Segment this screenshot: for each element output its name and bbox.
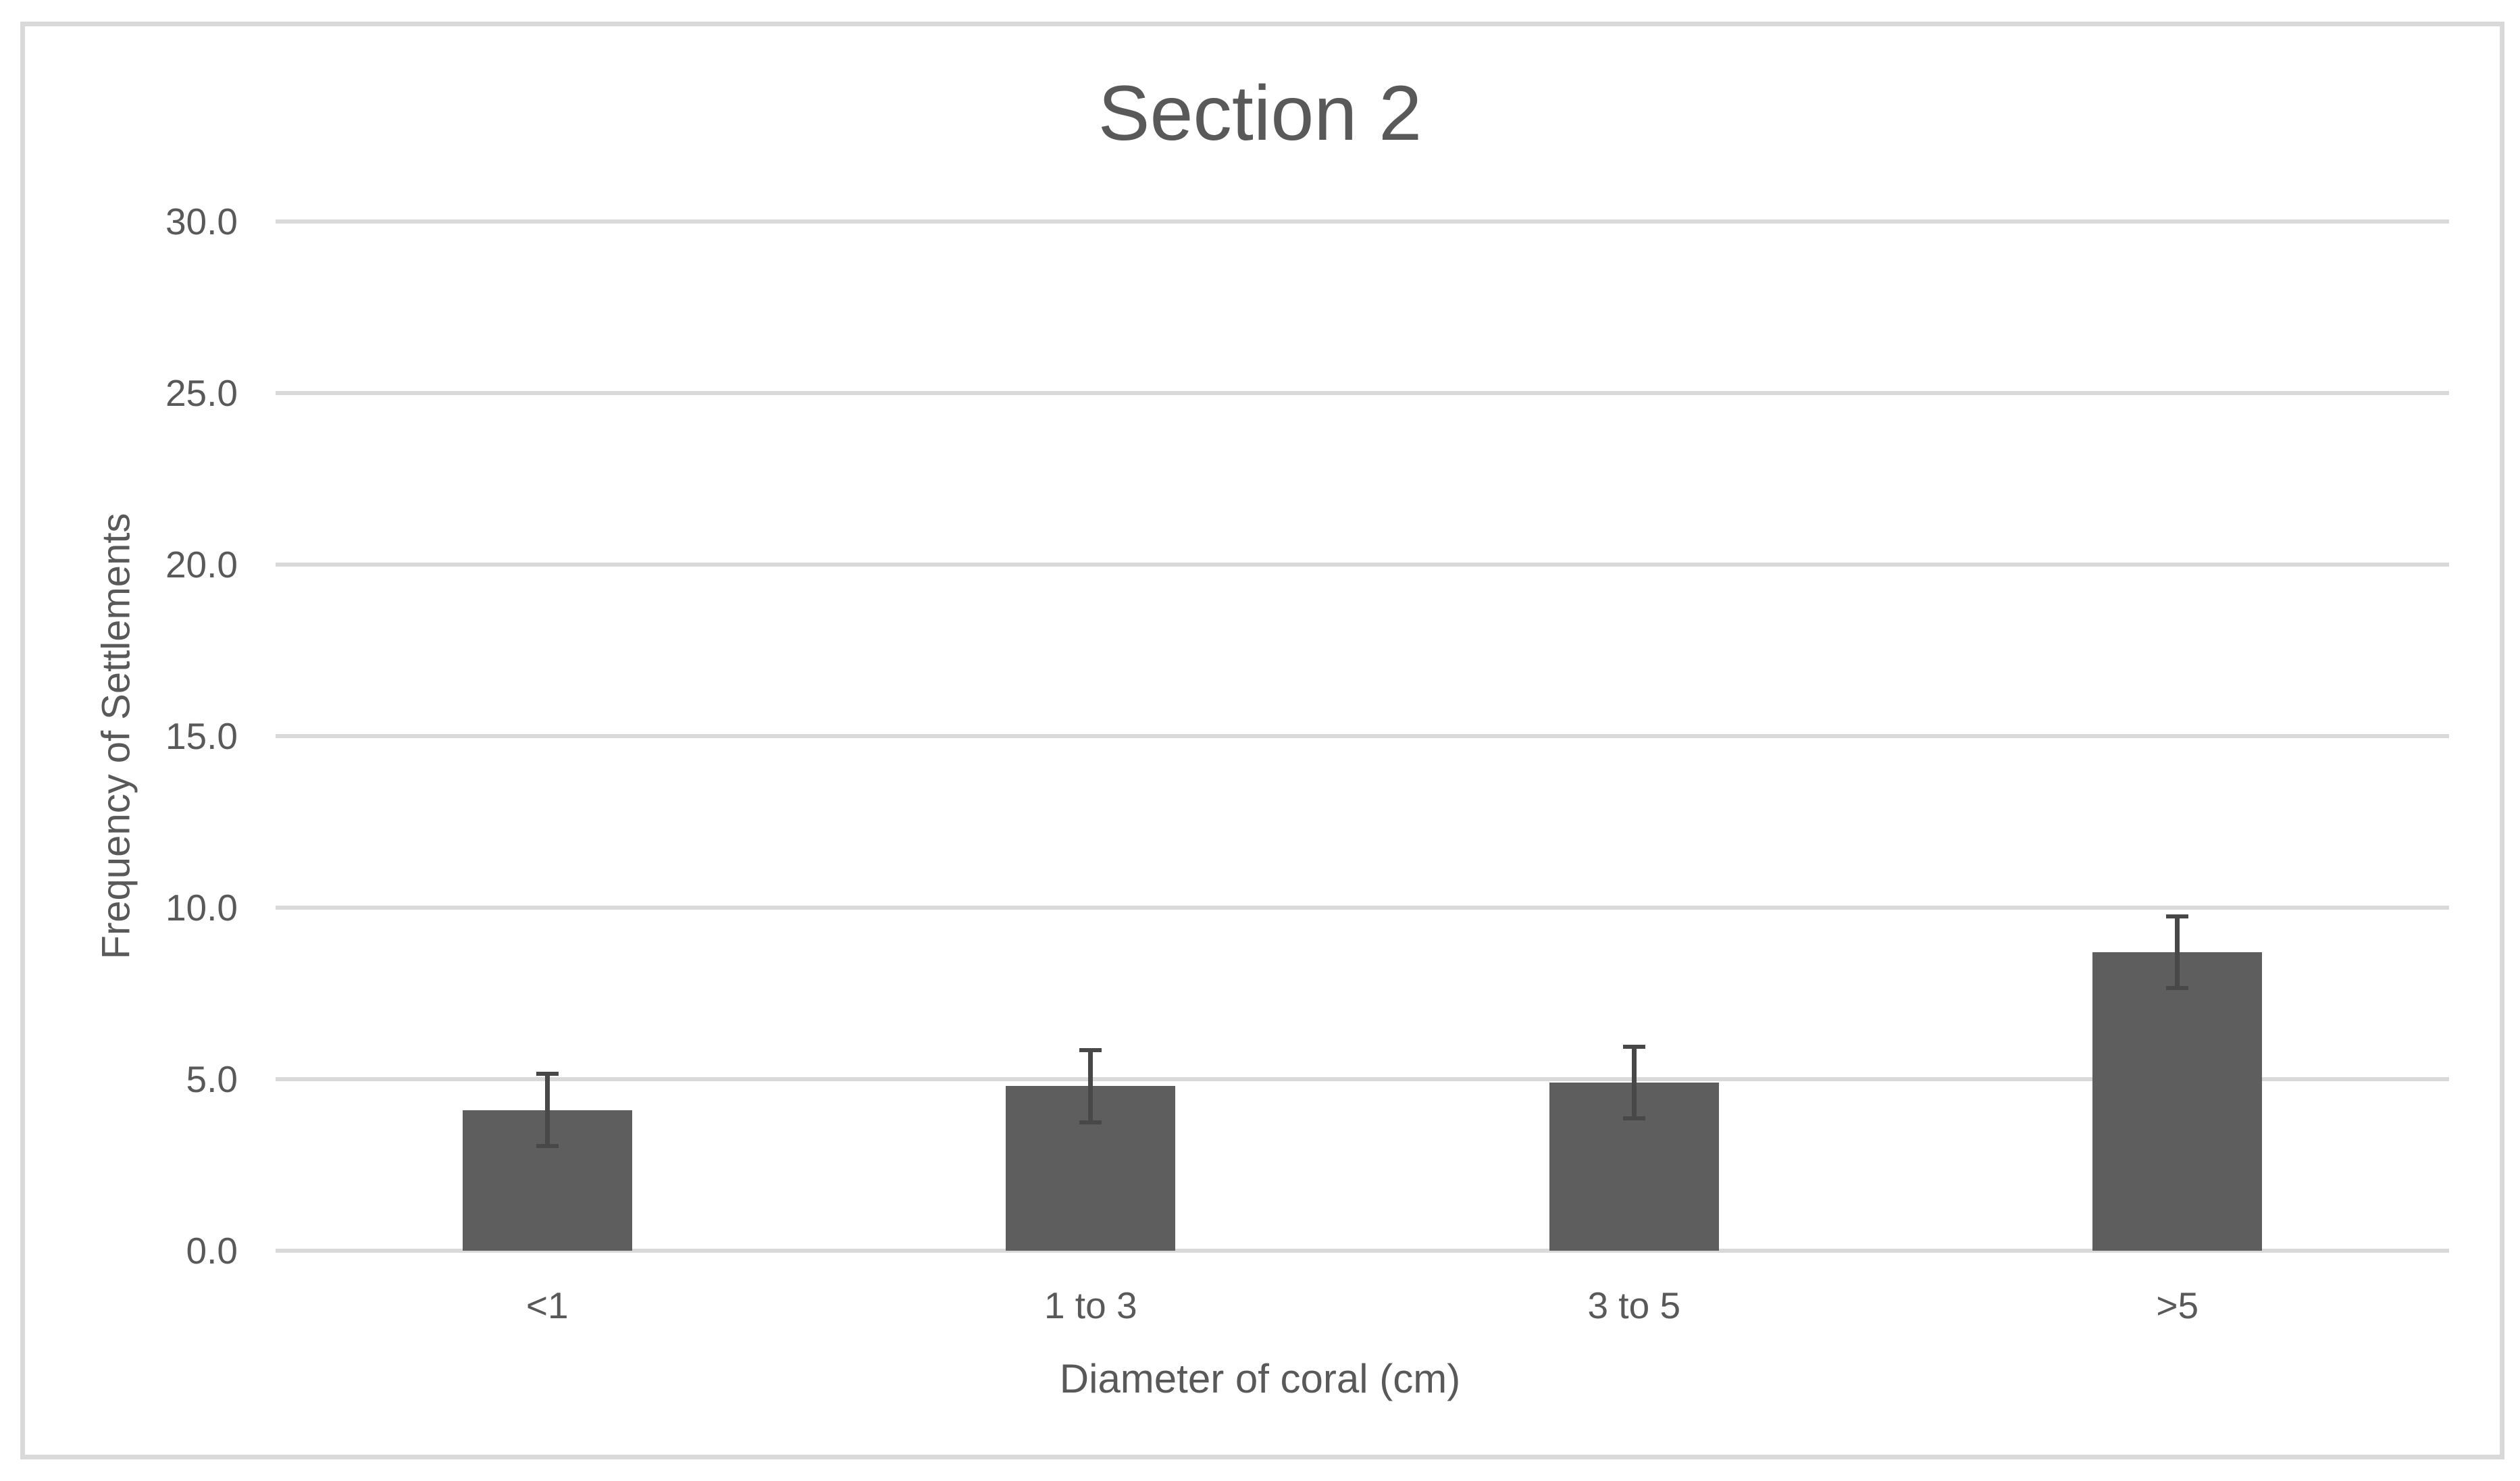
y-axis-tick-label: 30.0: [165, 201, 238, 242]
y-axis-tick-label: 5.0: [186, 1058, 238, 1100]
gridline: [276, 563, 2449, 567]
gridline: [276, 906, 2449, 910]
gridline: [276, 1077, 2449, 1081]
error-bar-cap-top: [536, 1072, 559, 1076]
error-bar-line: [2175, 916, 2180, 989]
error-bar-cap-bottom: [2166, 986, 2189, 991]
y-axis-tick-label: 25.0: [165, 372, 238, 414]
error-bar-cap-bottom: [536, 1144, 559, 1149]
x-axis-tick-label: <1: [525, 1284, 569, 1326]
error-bar-line: [544, 1074, 550, 1147]
gridline: [276, 1249, 2449, 1253]
error-bar-cap-bottom: [1079, 1120, 1102, 1124]
y-axis-tick-label: 0.0: [186, 1230, 238, 1272]
gridline: [276, 734, 2449, 738]
error-bar-cap-top: [1079, 1047, 1102, 1052]
error-bar-line: [1088, 1049, 1094, 1122]
chart-title: Section 2: [1098, 70, 1422, 157]
gridline: [276, 391, 2449, 395]
gridline: [276, 219, 2449, 224]
y-axis-tick-label: 15.0: [165, 715, 238, 757]
error-bar-line: [1631, 1046, 1637, 1119]
bar->5: [2092, 952, 2263, 1251]
x-axis-title: Diameter of coral (cm): [1059, 1356, 1461, 1401]
y-axis-tick-label: 10.0: [165, 887, 238, 929]
x-axis-tick-label: 3 to 5: [1587, 1284, 1681, 1326]
error-bar-cap-top: [2166, 914, 2189, 918]
x-axis-tick-label: 1 to 3: [1044, 1284, 1137, 1326]
chart-area-border: [20, 22, 2504, 1459]
error-bar-cap-bottom: [1622, 1116, 1645, 1121]
x-axis-tick-label: >5: [2156, 1284, 2199, 1326]
y-axis-tick-label: 20.0: [165, 544, 238, 586]
error-bar-cap-top: [1622, 1044, 1645, 1049]
